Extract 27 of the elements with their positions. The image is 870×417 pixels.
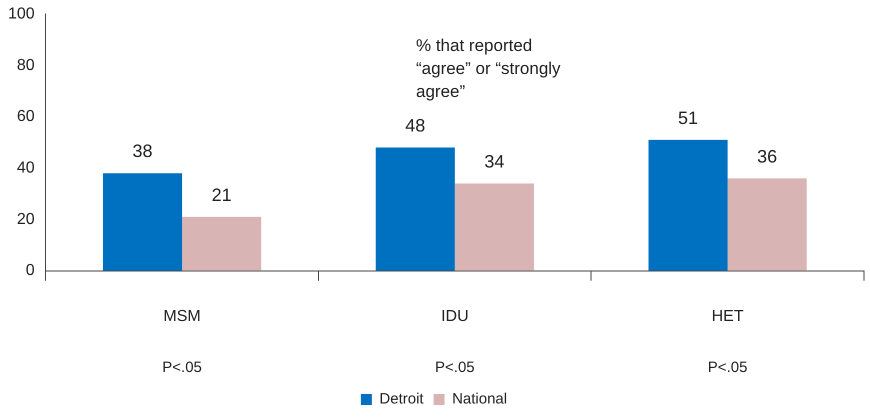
y-tick-label: 0	[26, 262, 35, 280]
text: P<.05	[162, 359, 202, 376]
y-tick-label: 20	[16, 210, 35, 228]
bar	[102, 173, 182, 271]
x-tick-label: HET	[712, 308, 744, 325]
data-label: 38	[132, 141, 153, 162]
bar	[182, 216, 262, 271]
text: P<.05	[435, 359, 475, 376]
bar	[454, 183, 534, 271]
y-tick-label: 80	[16, 56, 35, 74]
data-label: 48	[405, 116, 426, 136]
legend-label: Detroit	[379, 390, 424, 408]
data-label: 34	[484, 151, 504, 172]
bar	[728, 178, 807, 271]
y-tick-label: 100	[8, 5, 35, 22]
x-tick-label: IDU	[441, 308, 469, 325]
data-label: 36	[757, 146, 778, 166]
data-label: 51	[678, 108, 698, 128]
legend-label: National	[452, 390, 508, 408]
bar	[648, 140, 728, 271]
x-tick-label: MSM	[163, 308, 201, 325]
text: P<.05	[708, 359, 748, 376]
y-tick-label: 40	[16, 159, 35, 176]
y-tick-label: 60	[16, 108, 35, 126]
data-label: 21	[212, 184, 232, 205]
annotation: % that reported “agree” or “strongly agree”	[416, 36, 562, 102]
bar	[376, 148, 455, 271]
